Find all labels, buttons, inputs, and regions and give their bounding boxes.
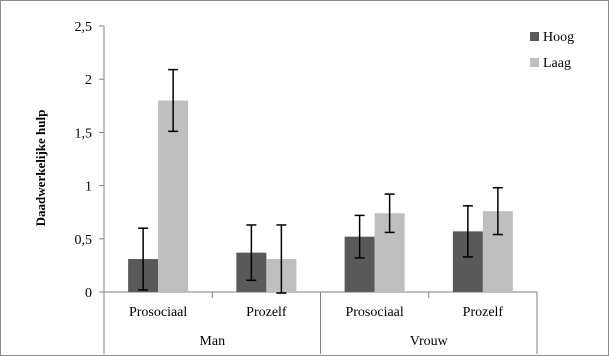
error-bars bbox=[138, 68, 503, 294]
x-category-label: Prosociaal bbox=[129, 305, 187, 320]
error-bar bbox=[138, 227, 149, 291]
x-group-label: Man bbox=[199, 334, 225, 349]
bar-laag-1 bbox=[158, 100, 189, 292]
error-bar bbox=[168, 68, 179, 133]
legend: Hoog Laag bbox=[530, 30, 574, 71]
error-bar bbox=[384, 193, 395, 234]
error-bar bbox=[276, 224, 287, 294]
y-tick-label: 0 bbox=[85, 286, 92, 301]
x-category-label: Prozelf bbox=[463, 305, 504, 320]
error-bar bbox=[354, 214, 365, 259]
y-axis-title: Daadwerkelijke hulp bbox=[33, 110, 48, 227]
error-bar bbox=[246, 224, 257, 282]
error-bar bbox=[492, 186, 503, 236]
bars bbox=[128, 100, 513, 292]
y-tick-label: 0,5 bbox=[75, 233, 93, 248]
y-tick-label: 1,5 bbox=[75, 126, 93, 141]
legend-swatch bbox=[530, 58, 539, 67]
y-tick-label: 2 bbox=[85, 73, 92, 88]
y-tick-label: 1 bbox=[85, 180, 92, 195]
x-category-label: Prozelf bbox=[246, 305, 287, 320]
y-tick-label: 2,5 bbox=[75, 20, 93, 35]
legend-label: Laag bbox=[543, 56, 571, 71]
error-bar bbox=[462, 205, 473, 258]
legend-label: Hoog bbox=[543, 30, 574, 45]
x-group-label: Vrouw bbox=[410, 334, 449, 349]
legend-swatch bbox=[530, 32, 539, 41]
x-category-label: Prosociaal bbox=[345, 305, 403, 320]
axis-labels: 0 0,5 1 1,5 2 2,5 Prosociaal Prozelf Prosociaal P… bbox=[75, 20, 504, 349]
